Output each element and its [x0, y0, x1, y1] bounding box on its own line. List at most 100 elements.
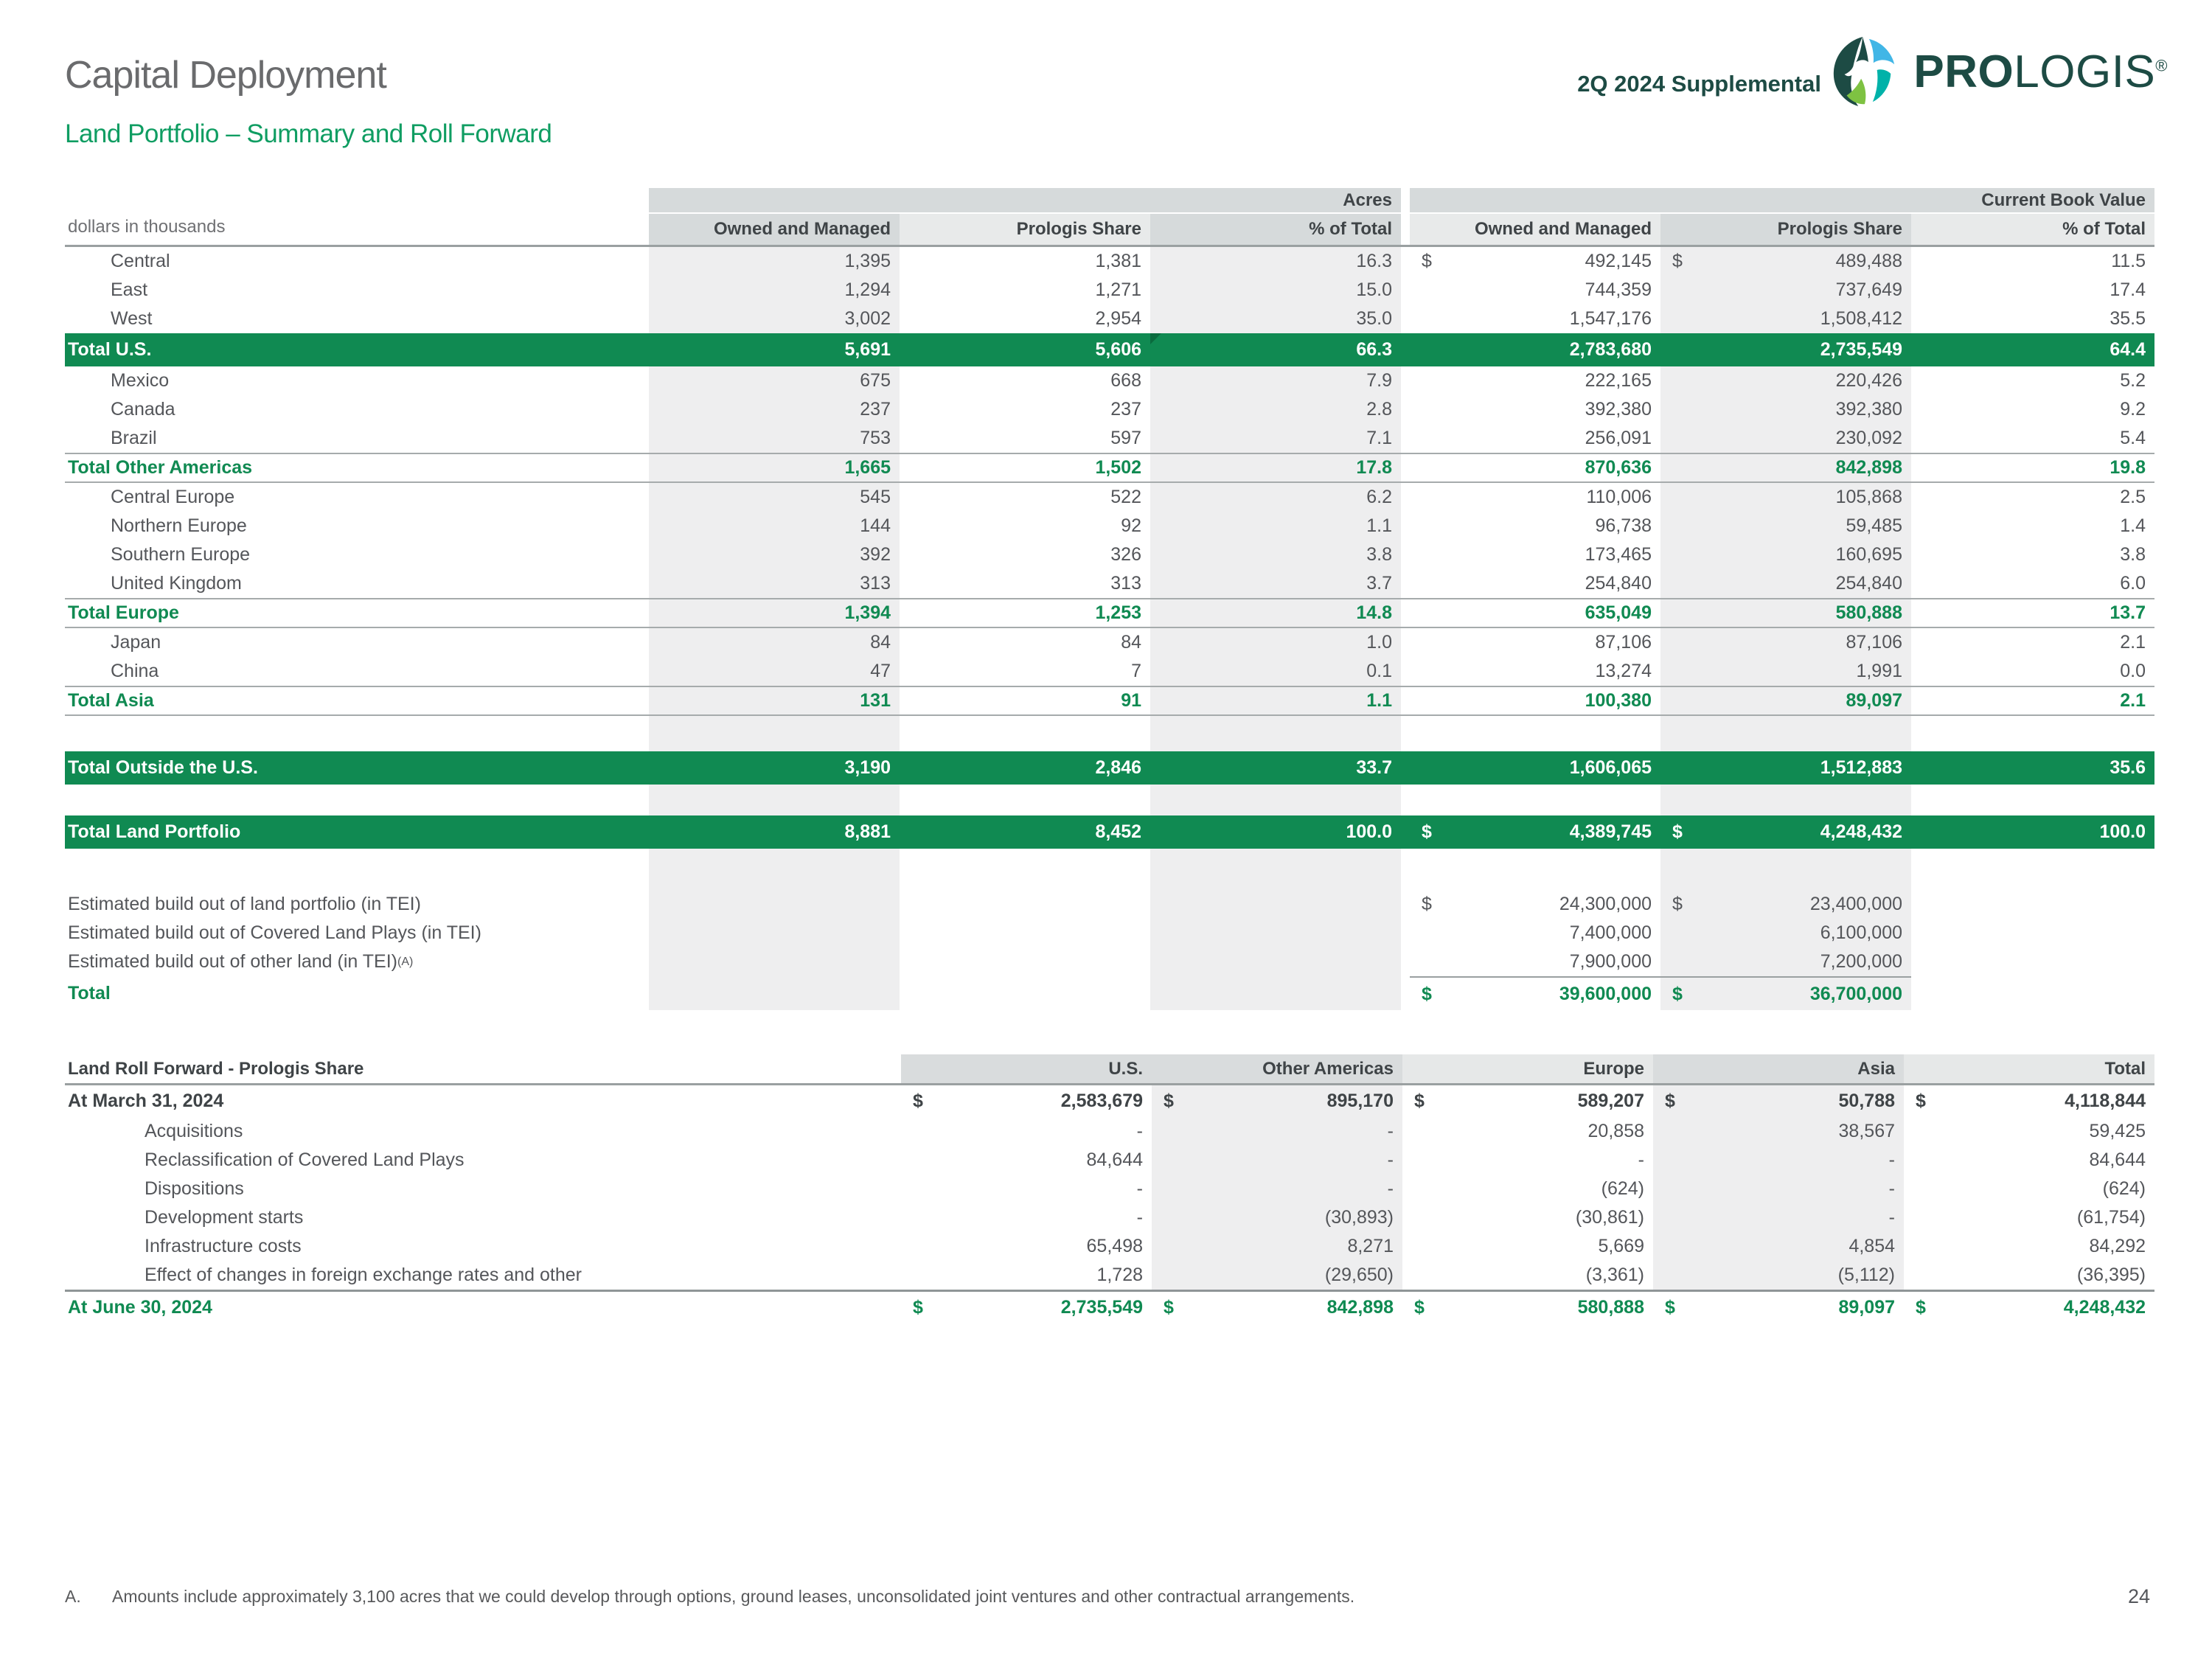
group-header-acres: Acres: [649, 188, 1401, 212]
cell: [649, 919, 900, 947]
cell-value: 5.2: [2120, 370, 2146, 391]
cell: [1911, 919, 2154, 947]
cell: 5,669: [1402, 1232, 1653, 1261]
cell: 59,485: [1660, 512, 1911, 540]
dollar-sign: $: [1672, 983, 1683, 1004]
cell-value: (3,361): [1585, 1265, 1644, 1285]
cell: 15.0: [1150, 276, 1401, 305]
cell: 1,991: [1660, 657, 1911, 686]
cell-value: 1,381: [1095, 251, 1141, 271]
cell: 144: [649, 512, 900, 540]
col-header: Total: [1904, 1054, 2154, 1083]
cell: $2,735,549: [901, 1292, 1152, 1324]
cell-value: 842,898: [1835, 457, 1902, 478]
cell-value: (30,861): [1575, 1207, 1644, 1228]
dollar-sign: $: [1414, 1091, 1425, 1111]
cell: $4,389,745: [1410, 815, 1660, 849]
cell: 2,783,680: [1410, 333, 1660, 366]
table-row: Mexico 675 668 7.9 222,165 220,426 5.2: [65, 366, 2154, 395]
cell-value: 3,002: [844, 308, 891, 329]
row-label-cell: Dispositions: [65, 1178, 901, 1200]
cell: 105,868: [1660, 483, 1911, 512]
cell-value: (61,754): [2076, 1207, 2146, 1228]
cell-value: 7.9: [1366, 370, 1392, 391]
cell: [900, 890, 1150, 919]
cell: 2,735,549: [1660, 333, 1911, 366]
row-label-cell: Total Europe: [65, 602, 649, 624]
cell-value: 254,840: [1835, 573, 1902, 594]
col-header: Prologis Share: [900, 214, 1150, 245]
cell: 1,728: [901, 1261, 1152, 1290]
table-row: Acquisitions - - 20,858 38,567 59,425: [65, 1117, 2154, 1146]
rollforward-title: Land Roll Forward - Prologis Share: [68, 1058, 364, 1079]
cell: 64.4: [1911, 333, 2154, 366]
cell: 47: [649, 657, 900, 686]
dollar-sign: $: [1422, 821, 1432, 842]
row-label: Mexico: [111, 370, 170, 391]
cell: -: [1152, 1146, 1402, 1175]
cell: 35.0: [1150, 305, 1401, 333]
row-label: Total U.S.: [68, 339, 152, 360]
dollar-sign: $: [1672, 251, 1683, 271]
cell-value: 9.2: [2120, 399, 2146, 420]
cell-value: -: [1888, 1207, 1895, 1228]
cell: $589,207: [1402, 1085, 1653, 1117]
cell: $36,700,000: [1660, 976, 1911, 1010]
table-row: China 47 7 0.1 13,274 1,991 0.0: [65, 657, 2154, 686]
cell-value: 36,700,000: [1809, 983, 1902, 1004]
dollar-sign: $: [1164, 1091, 1174, 1111]
cell-value: 59,425: [2089, 1121, 2146, 1141]
cell: 110,006: [1410, 483, 1660, 512]
cell: $489,488: [1660, 247, 1911, 276]
cell-value: 1,394: [844, 602, 891, 623]
cell-value: 5,669: [1598, 1236, 1644, 1256]
cell: 1.1: [1150, 687, 1401, 714]
table-row: Infrastructure costs 65,498 8,271 5,669 4,85…: [65, 1232, 2154, 1261]
cell-value: 38,567: [1838, 1121, 1895, 1141]
cell: [1150, 785, 1401, 815]
cell-value: (36,395): [2076, 1265, 2146, 1285]
row-label-cell: Total Asia: [65, 690, 649, 712]
cell-value: 1.1: [1366, 515, 1392, 536]
row-label: Central: [111, 251, 170, 271]
cell-value: 100.0: [1346, 821, 1392, 842]
cell-value: 4,118,844: [2065, 1091, 2146, 1111]
cell: [1911, 976, 2154, 1010]
cell-value: 522: [1110, 487, 1141, 507]
cell: [1660, 785, 1911, 815]
cell-value: 230,092: [1835, 428, 1902, 448]
cell-value: 3.8: [1366, 544, 1392, 565]
cell: [649, 849, 900, 890]
cell: [900, 785, 1150, 815]
dollar-sign: $: [1916, 1297, 1926, 1318]
dollar-sign: $: [1672, 821, 1683, 842]
col-header: Prologis Share: [1660, 214, 1911, 245]
cell: (5,112): [1653, 1261, 1904, 1290]
cell: 65,498: [901, 1232, 1152, 1261]
col-header: U.S.: [901, 1054, 1152, 1083]
cell: 545: [649, 483, 900, 512]
row-label: Japan: [111, 632, 161, 653]
row-label-cell: Total Other Americas: [65, 457, 649, 479]
cell-value: 50,788: [1838, 1091, 1895, 1111]
row-label-cell: Total U.S.: [65, 339, 649, 361]
cell: [1410, 849, 1660, 890]
cell: [1150, 890, 1401, 919]
cell-value: 59,485: [1846, 515, 1902, 536]
cell-value: 842,898: [1326, 1297, 1394, 1318]
cell-value: 0.0: [2120, 661, 2146, 681]
cell: [900, 849, 1150, 890]
cell: $895,170: [1152, 1085, 1402, 1117]
row-label-cell: Development starts: [65, 1207, 901, 1228]
page-subtitle: Land Portfolio – Summary and Roll Forwar…: [65, 119, 552, 148]
table-row: [65, 785, 2154, 815]
cell-value: 13.7: [2110, 602, 2146, 623]
cell-value: 237: [860, 399, 891, 420]
cell-value: 6.0: [2120, 573, 2146, 594]
cell-value: 4,389,745: [1569, 821, 1652, 842]
cell: 0.1: [1150, 657, 1401, 686]
row-label: At June 30, 2024: [68, 1297, 212, 1318]
table-row: Brazil 753 597 7.1 256,091 230,092 5.4: [65, 424, 2154, 453]
cell: 8,452: [900, 815, 1150, 849]
table-row: [65, 716, 2154, 751]
